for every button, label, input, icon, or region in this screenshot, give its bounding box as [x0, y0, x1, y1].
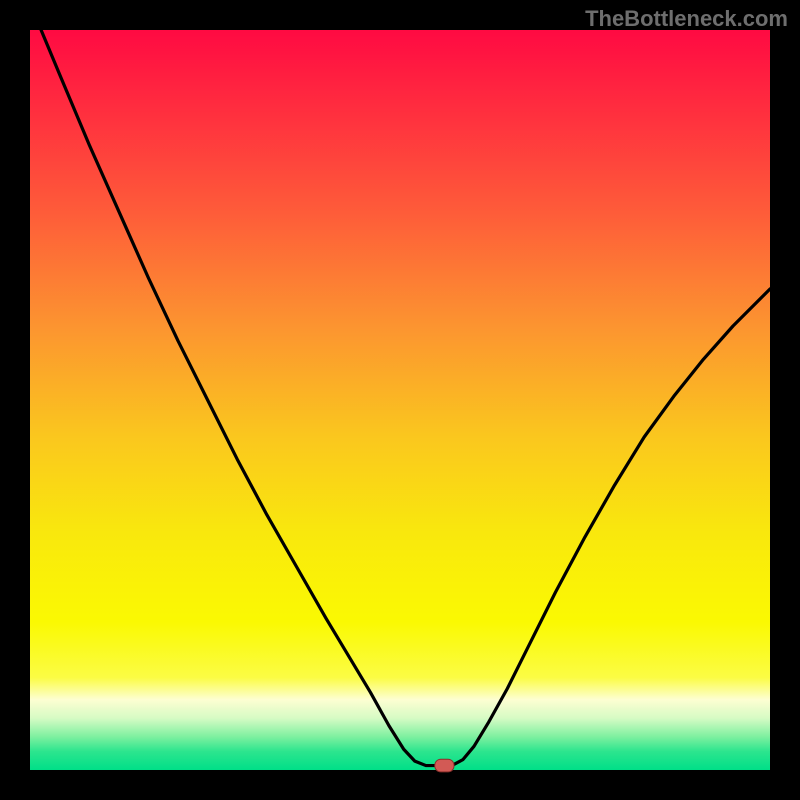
bottleneck-chart [0, 0, 800, 800]
watermark-text: TheBottleneck.com [585, 6, 788, 32]
chart-plot-area [30, 30, 770, 770]
chart-canvas: { "watermark": { "text": "TheBottleneck.… [0, 0, 800, 800]
optimal-point-marker [435, 759, 454, 772]
